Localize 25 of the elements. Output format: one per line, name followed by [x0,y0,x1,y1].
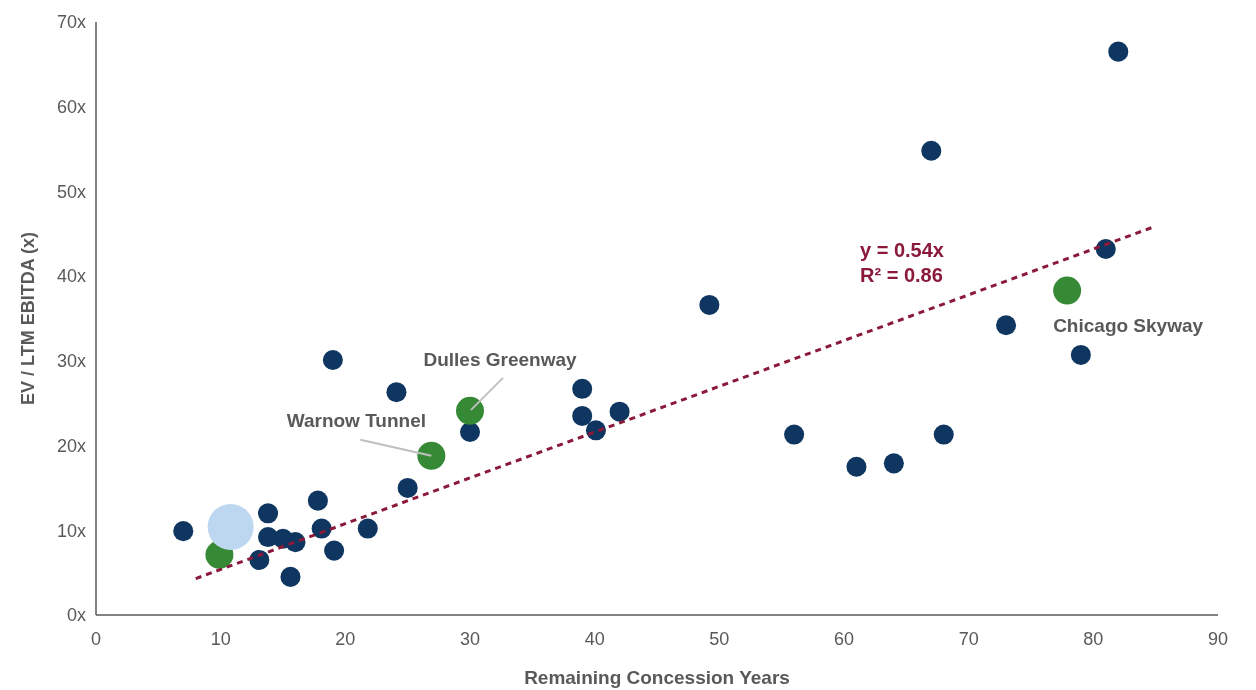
annotation: Chicago Skyway [1053,314,1204,336]
y-tick-label: 70x [56,12,86,33]
y-tick-label: 20x [56,435,86,456]
annotation: y = 0.54x [860,239,944,262]
y-tick-label: 40x [56,266,86,287]
annotation: R² = 0.86 [860,264,943,287]
x-tick-label: 10 [210,629,231,649]
x-tick-label: 20 [335,629,356,649]
x-tick-label: 80 [1083,629,1104,649]
y-tick-label: 30x [56,351,86,372]
y-tick-label: 0x [66,605,86,626]
x-tick-label: 50 [709,629,730,649]
x-axis-title: Remaining Concession Years [524,667,790,688]
annotation: Dulles Greenway [423,348,577,370]
y-tick-label: 10x [56,520,86,541]
annotation: Warnow Tunnel [286,409,427,431]
x-tick-label: 70 [958,629,979,649]
y-axis-title: EV / LTM EBITDA (x) [18,232,38,405]
x-tick-label: 60 [833,629,855,649]
x-tick-label: 30 [459,629,481,649]
y-tick-label: 60x [56,97,86,118]
x-tick-label: 0 [90,629,102,649]
x-tick-label: 40 [584,629,605,649]
y-tick-label: 50x [56,181,86,202]
x-tick-label: 90 [1207,629,1229,649]
